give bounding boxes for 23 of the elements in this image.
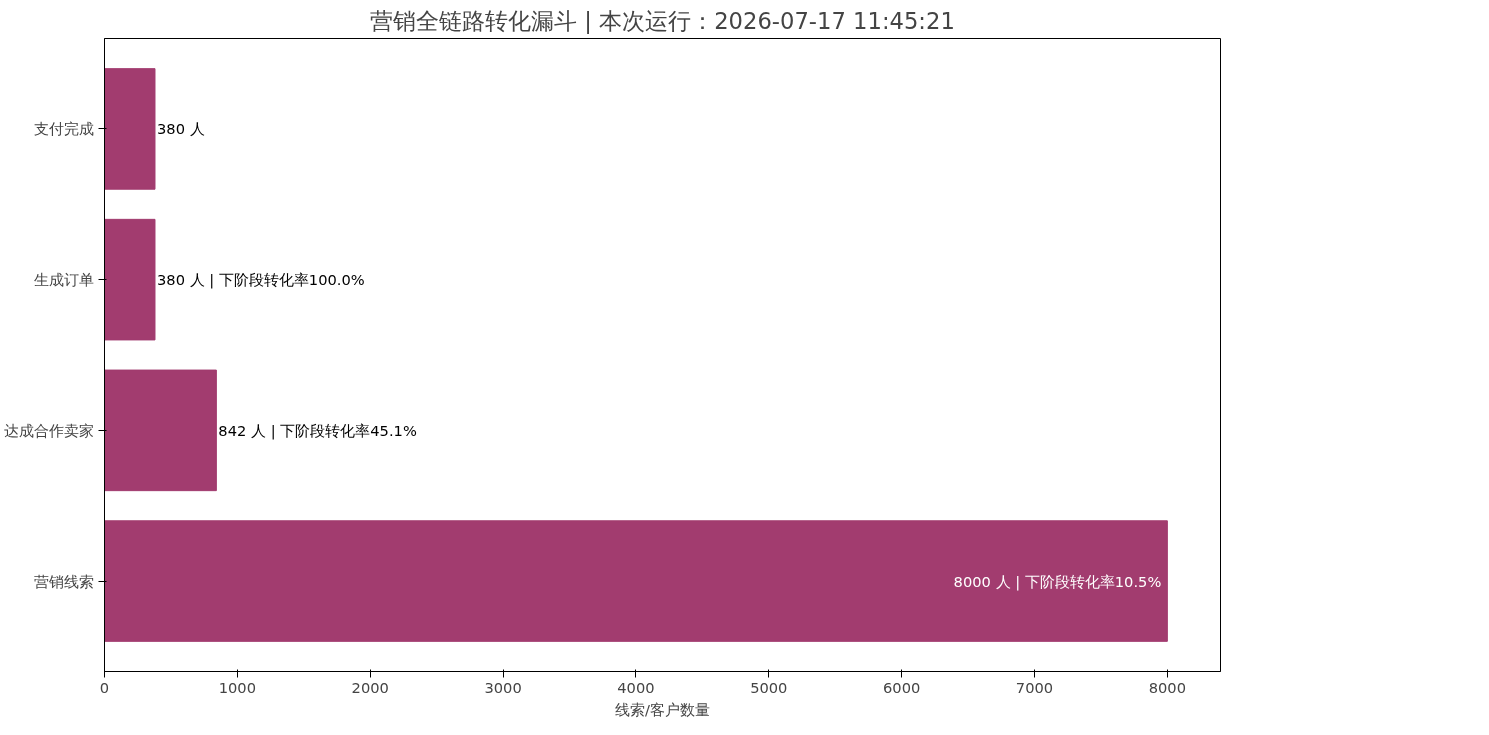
bar <box>104 218 156 341</box>
y-tick-label: 支付完成 <box>33 120 94 138</box>
bar <box>104 68 156 190</box>
x-tick-label: 6000 <box>882 678 921 696</box>
x-tick-label: 8000 <box>1148 678 1187 696</box>
x-axis-title: 线索/客户数量 <box>615 700 710 718</box>
x-tick-label: 1000 <box>218 678 257 696</box>
bar <box>104 520 1168 642</box>
x-tick-label: 0 <box>99 678 110 696</box>
y-tick-label: 营销线索 <box>33 572 94 590</box>
x-tick-label: 7000 <box>1015 678 1054 696</box>
data-label: 8000 人 | 下阶段转化率10.5% <box>953 572 1162 591</box>
data-label: 380 人 <box>156 120 205 138</box>
y-tick-label: 生成订单 <box>33 271 94 289</box>
data-label: 842 人 | 下阶段转化率45.1% <box>218 421 417 440</box>
x-tick-label: 5000 <box>750 678 788 696</box>
y-tick-label: 达成合作卖家 <box>3 421 94 439</box>
x-tick-label: 3000 <box>484 678 522 696</box>
chart-title: 营销全链路转化漏斗 | 本次运行：2026-07-17 11:45:21 <box>370 7 955 34</box>
bar <box>104 369 217 492</box>
x-tick-label: 2000 <box>351 678 389 696</box>
data-label: 380 人 | 下阶段转化率100.0% <box>156 271 365 290</box>
x-tick-label: 4000 <box>617 678 655 696</box>
